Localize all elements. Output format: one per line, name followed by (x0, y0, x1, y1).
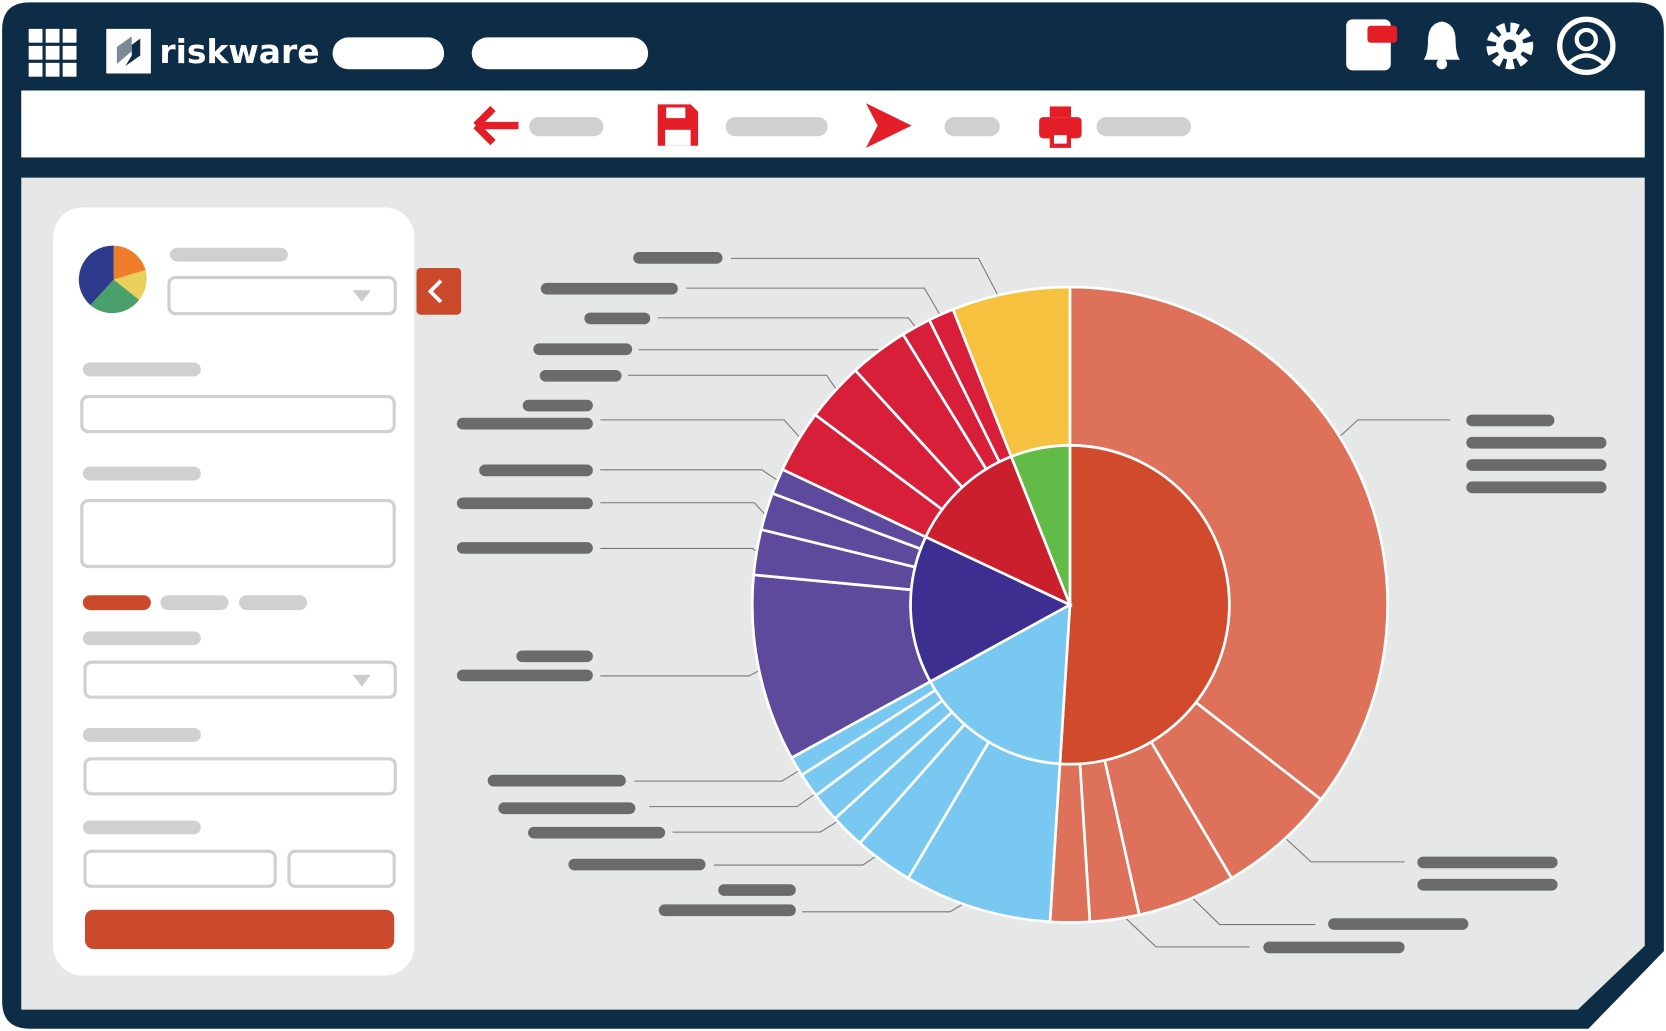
field-label (82, 631, 201, 646)
sunburst-inner-segment (1009, 444, 1072, 606)
toolbar-label (1096, 117, 1192, 137)
text-input[interactable] (83, 757, 397, 796)
sunburst-inner-segment (909, 535, 1073, 684)
brand-name: riskware (159, 32, 319, 71)
text-input[interactable] (80, 394, 396, 434)
back-icon[interactable] (473, 105, 519, 146)
notes-icon[interactable] (1346, 19, 1398, 71)
field-label (82, 362, 201, 377)
sunburst-inner-segment (928, 602, 1072, 766)
send-icon[interactable] (865, 103, 912, 148)
field-label (82, 728, 201, 742)
field-label (82, 466, 201, 481)
field-label (82, 820, 201, 835)
logo (106, 28, 151, 74)
text-input[interactable] (287, 849, 396, 888)
collapse-button[interactable] (416, 267, 462, 315)
chart-type-icon (78, 245, 147, 314)
save-icon[interactable] (657, 104, 699, 146)
text-input[interactable] (83, 849, 277, 888)
nav-pill[interactable] (332, 37, 445, 70)
toolbar-label (944, 117, 1000, 137)
dropdown-arrow (352, 674, 371, 687)
dropdown[interactable] (83, 660, 397, 699)
toolbar-label (725, 117, 828, 137)
tab[interactable] (239, 595, 308, 611)
dropdown-arrow (352, 290, 371, 302)
apps-grid-icon[interactable] (28, 28, 77, 77)
settings-icon[interactable] (1486, 22, 1534, 70)
dropdown[interactable] (167, 275, 397, 316)
bell-icon[interactable] (1423, 21, 1460, 70)
text-area[interactable] (80, 499, 396, 569)
toolbar-label (529, 117, 604, 137)
sunburst-inner-segment (1058, 444, 1231, 766)
tab[interactable] (160, 595, 229, 611)
field-label (170, 247, 288, 262)
user-icon[interactable] (1557, 16, 1616, 76)
nav-pill[interactable] (471, 37, 649, 70)
sunburst-inner-segment (923, 454, 1073, 608)
sunburst-chart (750, 285, 1389, 924)
tab-active[interactable] (82, 595, 151, 611)
submit-button[interactable] (85, 909, 395, 949)
toolbar (21, 90, 1645, 158)
print-icon[interactable] (1039, 106, 1082, 148)
